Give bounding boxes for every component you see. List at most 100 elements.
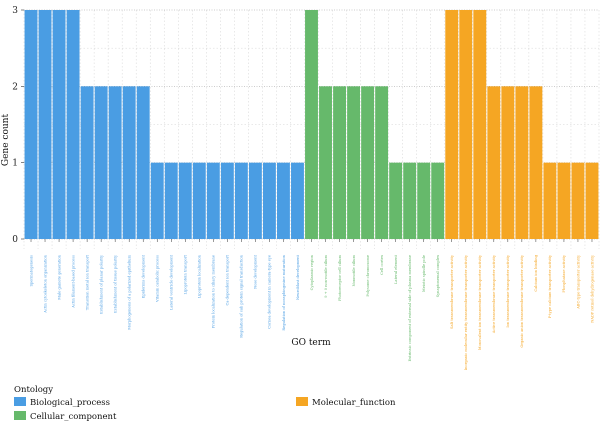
x-tick-label: Lateral ventricle development <box>170 254 174 310</box>
bar <box>403 162 417 239</box>
bar <box>543 162 557 239</box>
x-tick-label: Regulation of nonsphingosine maturation <box>282 254 286 330</box>
bar <box>136 86 150 239</box>
x-tick-label: Cornea development in camera-type eye <box>268 255 272 329</box>
bar <box>585 162 599 239</box>
x-tick-label: Cytoplasmic region <box>310 254 314 290</box>
legend-swatch-biological-process <box>14 397 26 406</box>
x-tick-label: Monovalent ion transmembrane transporter… <box>478 254 482 350</box>
x-tick-label: Actin cytoskeleton organization <box>43 254 47 313</box>
x-tick-label: Meiotic spindle pole <box>422 255 426 292</box>
bar <box>487 86 501 239</box>
legend-swatch-cellular-component <box>14 411 26 420</box>
x-tick-label: Calcium ion binding <box>534 254 538 291</box>
bar <box>178 162 192 239</box>
bar <box>262 162 276 239</box>
bar <box>431 162 445 239</box>
y-axis-title: Gene count <box>1 114 11 167</box>
x-tick-label: Establishment of planar polarity <box>99 254 103 314</box>
x-tick-label: Morphogenesis of a polarized epithelium <box>127 254 131 329</box>
x-tick-label: Nonmotile cilium <box>352 254 356 286</box>
y-tick-label: 3 <box>12 6 18 16</box>
bar <box>122 86 136 239</box>
bar <box>248 162 262 239</box>
x-tick-label: Inorganic molecular entity transmembrane… <box>464 254 468 370</box>
bar <box>80 86 94 239</box>
bar <box>150 162 164 239</box>
bar <box>234 162 248 239</box>
bar <box>361 86 375 239</box>
x-tick-label: Male gamete generation <box>57 254 61 299</box>
y-tick-label: 0 <box>12 235 18 245</box>
bar <box>375 86 389 239</box>
x-tick-label: Lipoprotein localization <box>198 254 202 298</box>
x-tick-label: Active transmembrane transporter activit… <box>492 254 496 334</box>
x-tick-label: Lipoprotein transport <box>184 254 188 294</box>
x-tick-label: ABC-type transporter activity <box>576 254 580 310</box>
x-tick-label: P-type calcium transporter activity <box>548 254 552 318</box>
x-tick-label: Neuroblast development <box>296 254 300 300</box>
bar <box>417 162 431 239</box>
x-tick-label: Photoreceptor cell cilium <box>338 254 342 301</box>
x-tick-label: Vitamin catabolic process <box>156 255 160 303</box>
y-tick-label: 2 <box>12 82 18 92</box>
x-tick-label: Transition metal ion transport <box>85 254 89 310</box>
bar <box>501 86 515 239</box>
x-axis-category-labels: Spermatogenesis Actin cytoskeleton organi… <box>29 239 594 370</box>
bars <box>24 10 599 239</box>
bar <box>206 162 220 239</box>
x-tick-label: Cell cortex <box>380 255 384 275</box>
legend-swatch-molecular-function <box>296 397 308 406</box>
y-axis-ticks: 0 1 2 3 <box>12 6 24 245</box>
x-tick-label: Epidermis development <box>142 254 146 298</box>
y-tick-label: 1 <box>12 159 18 169</box>
x-tick-label: 9 + 0 non-motile cilium <box>324 254 328 297</box>
legend-label-molecular-function: Molecular_function <box>312 398 396 408</box>
x-tick-label: Extrinsic component of external side of … <box>408 255 412 362</box>
x-tick-label: Organic anion transmembrane transporter … <box>520 254 524 348</box>
x-tick-label: Actin filament-based process <box>71 255 75 309</box>
x-axis-title: GO term <box>291 338 331 348</box>
x-tick-label: Spermatogenesis <box>29 255 33 287</box>
bar <box>445 10 459 239</box>
legend: Ontology Biological_process Cellular_com… <box>14 385 396 422</box>
bar <box>277 162 290 239</box>
x-tick-label: Phosphatase activity <box>562 254 566 293</box>
legend-label-cellular-component: Cellular_component <box>30 412 117 422</box>
bar <box>291 162 304 239</box>
bar <box>515 86 529 239</box>
bar <box>571 162 585 239</box>
bar <box>333 86 346 239</box>
bar <box>305 10 318 239</box>
bar <box>473 10 487 239</box>
bar <box>529 86 543 239</box>
bar <box>389 162 403 239</box>
bar <box>557 162 571 239</box>
x-tick-label: Synaptonemal complex <box>436 255 440 297</box>
legend-title: Ontology <box>14 385 53 395</box>
x-tick-label: Lateral element <box>394 254 398 284</box>
x-tick-label: Polysome chromosome <box>366 255 370 297</box>
bar <box>164 162 178 239</box>
bar <box>220 162 234 239</box>
x-tick-label: Ion transmembrane transporter activity <box>506 254 510 328</box>
bar <box>38 10 52 239</box>
bar <box>192 162 206 239</box>
x-tick-label: Nose development <box>254 254 258 288</box>
bar <box>52 10 66 239</box>
bar <box>94 86 108 239</box>
x-tick-label: Protein localization to ciliary membrane <box>212 255 216 328</box>
bar <box>347 86 361 239</box>
x-tick-label: Salt transmembrane transporter activity <box>450 254 454 329</box>
legend-label-biological-process: Biological_process <box>30 398 110 408</box>
x-tick-label: Ca-dependent ion transport <box>226 254 230 305</box>
bar <box>108 86 122 239</box>
x-tick-label: Regulation of sub protein signal transdu… <box>240 254 244 337</box>
bar <box>66 10 80 239</box>
x-tick-label: NADP retinol dehydrogenase activity <box>590 254 594 323</box>
bar <box>24 10 38 239</box>
bar <box>459 10 473 239</box>
bar <box>319 86 332 239</box>
x-tick-label: Establishment of tissue polarity <box>113 254 117 313</box>
